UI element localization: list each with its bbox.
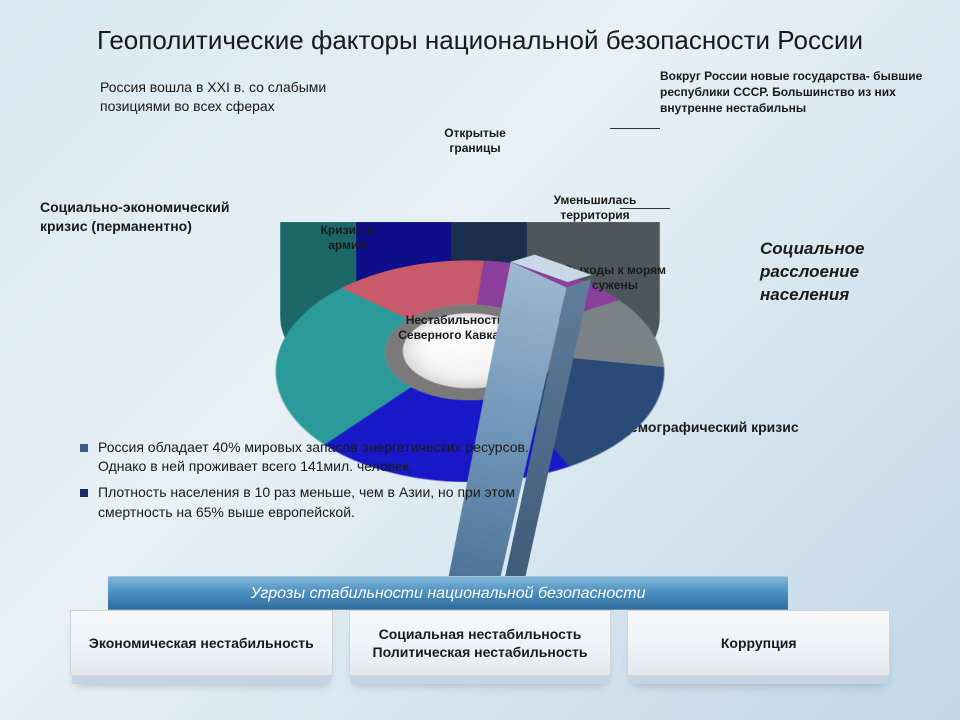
slice-label-territory: Уменьшилась территория <box>540 193 650 223</box>
threat-box: Коррупция <box>627 610 890 676</box>
annotation-right-mid: Социальное расслоение населения <box>760 238 940 307</box>
diagram-canvas: Россия вошла в XXI в. со слабыми позиция… <box>0 68 960 708</box>
leader-line <box>610 128 660 129</box>
fact-item: Россия обладает 40% мировых запасов энер… <box>80 438 540 477</box>
fact-item: Плотность населения в 10 раз меньше, чем… <box>80 483 540 522</box>
threats-banner: Угрозы стабильности национальной безопас… <box>108 576 788 610</box>
annotation-top-right: Вокруг России новые государства- бывшие … <box>660 68 940 117</box>
slice-label-borders: Открытые границы <box>420 126 530 156</box>
annotation-left-mid: Социально-экономический кризис (перманен… <box>40 198 260 236</box>
threat-box: Социальная нестабильность Политическая н… <box>349 610 612 676</box>
annotation-top-left: Россия вошла в XXI в. со слабыми позиция… <box>100 78 360 116</box>
slice-label-army: Кризис в армии <box>302 223 392 253</box>
page-title: Геополитические факторы национальной без… <box>0 0 960 68</box>
threats-row: Экономическая нестабильность Социальная … <box>70 610 890 676</box>
threat-box: Экономическая нестабильность <box>70 610 333 676</box>
facts-block: Россия обладает 40% мировых запасов энер… <box>80 438 540 528</box>
